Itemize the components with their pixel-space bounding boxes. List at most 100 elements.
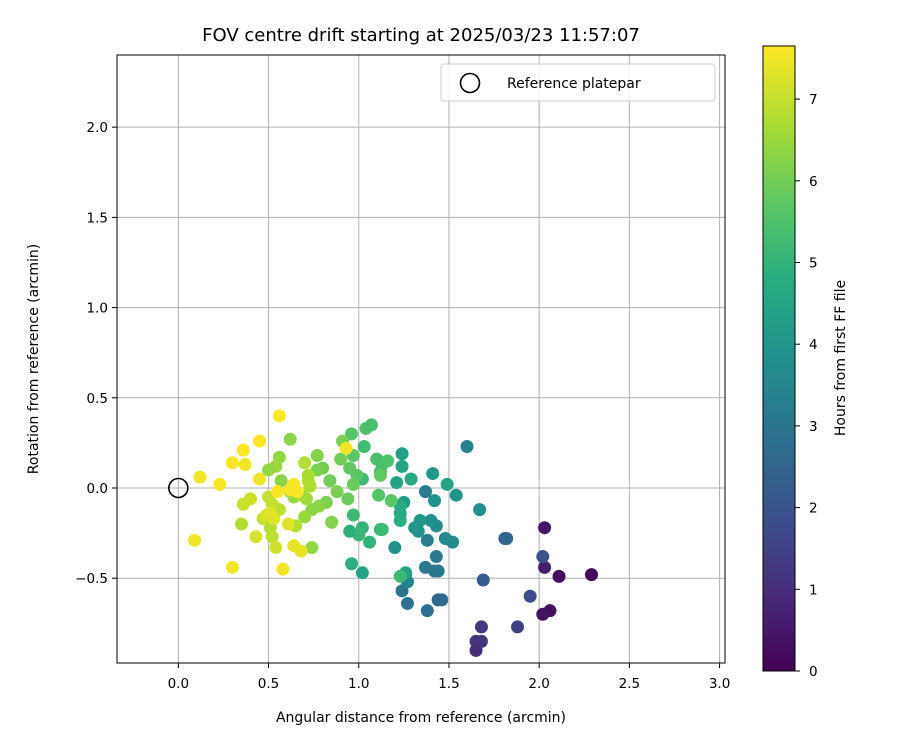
data-point bbox=[325, 515, 339, 529]
grid-lines bbox=[117, 55, 725, 663]
data-point bbox=[428, 494, 442, 508]
colorbar-tick-label: 2 bbox=[809, 501, 818, 517]
colorbar-tick-label: 5 bbox=[809, 256, 818, 272]
data-point bbox=[193, 470, 207, 484]
data-point bbox=[460, 440, 474, 454]
data-point bbox=[474, 620, 488, 634]
data-point bbox=[294, 544, 308, 558]
data-point bbox=[283, 432, 297, 446]
data-point bbox=[523, 589, 537, 603]
data-point bbox=[281, 517, 295, 531]
data-point bbox=[244, 492, 258, 506]
data-point bbox=[413, 513, 427, 527]
data-point bbox=[249, 530, 263, 544]
colorbar-tick-label: 6 bbox=[809, 174, 818, 190]
data-point bbox=[400, 596, 414, 610]
data-point bbox=[446, 535, 460, 549]
data-point bbox=[395, 447, 409, 461]
data-point bbox=[301, 468, 315, 482]
plot-frame bbox=[116, 54, 726, 664]
data-point bbox=[440, 477, 454, 491]
data-point bbox=[372, 488, 386, 502]
data-point bbox=[431, 564, 445, 578]
data-point bbox=[393, 569, 407, 583]
reference-layer bbox=[168, 477, 189, 499]
data-point bbox=[364, 418, 378, 432]
x-tick-label: 0.0 bbox=[168, 676, 189, 692]
data-point bbox=[426, 467, 440, 481]
data-point bbox=[395, 459, 409, 473]
data-point bbox=[500, 532, 514, 546]
data-point bbox=[334, 452, 348, 466]
y-axis-label: Rotation from reference (arcmin) bbox=[26, 244, 42, 474]
y-tick-label: 1.5 bbox=[87, 210, 108, 226]
data-point bbox=[272, 409, 286, 423]
data-point bbox=[424, 513, 438, 527]
colorbar-tick-label: 4 bbox=[809, 337, 818, 353]
data-point bbox=[536, 607, 550, 621]
data-point bbox=[345, 557, 359, 571]
data-point bbox=[341, 492, 355, 506]
data-point bbox=[538, 560, 552, 574]
data-point bbox=[339, 441, 353, 455]
data-point bbox=[420, 533, 434, 547]
data-point bbox=[346, 477, 360, 491]
data-point bbox=[236, 443, 250, 457]
y-tick-label: −0.5 bbox=[75, 571, 108, 587]
data-point bbox=[305, 541, 319, 555]
data-point bbox=[323, 474, 337, 488]
data-point bbox=[435, 593, 449, 607]
data-point bbox=[343, 524, 357, 538]
data-point bbox=[420, 604, 434, 618]
data-point bbox=[476, 573, 490, 587]
data-point bbox=[511, 620, 525, 634]
data-point bbox=[253, 434, 267, 448]
data-point bbox=[298, 510, 312, 524]
data-point bbox=[225, 560, 239, 574]
data-point bbox=[188, 533, 202, 547]
data-point bbox=[370, 452, 384, 466]
data-point bbox=[290, 485, 304, 499]
data-point bbox=[234, 517, 248, 531]
data-point bbox=[404, 472, 418, 486]
x-axis-ticks: 0.0 0.5 1.0 1.5 2.0 2.5 3.0 bbox=[168, 663, 730, 692]
legend-label-reference: Reference platepar bbox=[507, 76, 641, 92]
data-point bbox=[536, 550, 550, 564]
data-point bbox=[381, 454, 395, 468]
data-point bbox=[373, 468, 387, 482]
y-tick-label: 0.0 bbox=[87, 481, 108, 497]
colorbar-label: Hours from first FF file bbox=[833, 280, 849, 436]
data-point bbox=[357, 440, 371, 454]
data-point bbox=[238, 458, 252, 472]
data-point bbox=[299, 492, 313, 506]
data-point bbox=[390, 476, 404, 490]
data-point bbox=[449, 488, 463, 502]
data-point bbox=[265, 530, 279, 544]
data-point bbox=[271, 485, 285, 499]
y-tick-label: 1.0 bbox=[87, 301, 108, 317]
data-point bbox=[393, 513, 407, 527]
data-point bbox=[363, 535, 377, 549]
x-tick-label: 1.5 bbox=[438, 676, 459, 692]
colorbar-tick-label: 0 bbox=[809, 664, 818, 680]
data-point bbox=[269, 541, 283, 555]
data-point bbox=[330, 485, 344, 499]
y-axis-ticks: −0.5 0.0 0.5 1.0 1.5 2.0 bbox=[75, 120, 117, 587]
scatter-points bbox=[188, 409, 598, 657]
data-point bbox=[388, 541, 402, 555]
data-point bbox=[343, 461, 357, 475]
x-tick-label: 2.5 bbox=[619, 676, 640, 692]
legend: Reference platepar bbox=[440, 63, 716, 102]
data-point bbox=[213, 477, 227, 491]
colorbar: 0 1 2 3 4 5 6 7 bbox=[762, 45, 818, 680]
data-point bbox=[225, 456, 239, 470]
data-point bbox=[274, 474, 288, 488]
reference-platepar-marker bbox=[168, 477, 189, 499]
data-point bbox=[419, 560, 433, 574]
data-point bbox=[429, 550, 443, 564]
x-tick-label: 0.5 bbox=[258, 676, 279, 692]
x-tick-label: 3.0 bbox=[709, 676, 730, 692]
chart-title: FOV centre drift starting at 2025/03/23 … bbox=[202, 25, 640, 46]
y-tick-label: 0.5 bbox=[87, 391, 108, 407]
data-point bbox=[253, 472, 267, 486]
